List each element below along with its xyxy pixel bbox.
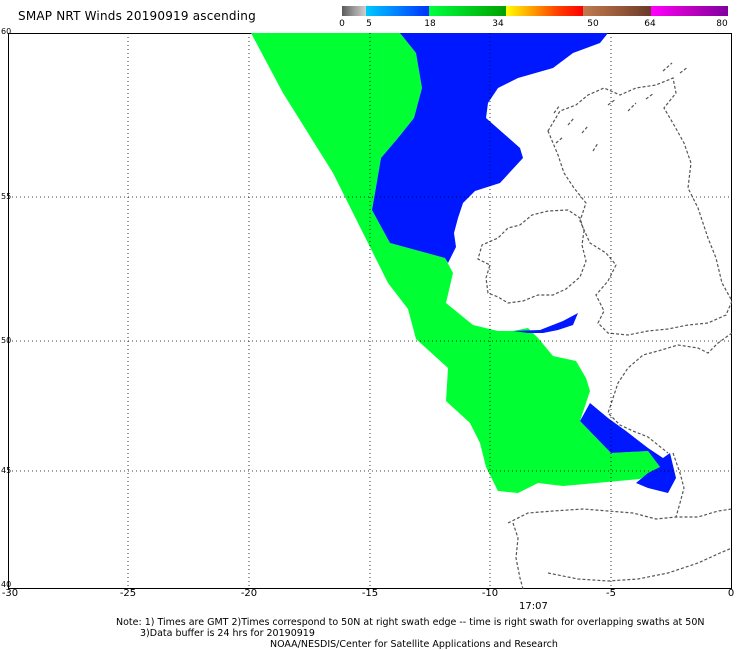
colorbar-segment-64-80	[650, 6, 728, 16]
lon-label-20: -20	[240, 588, 258, 599]
lon-label-5: -5	[606, 588, 616, 599]
coastline-france-west	[672, 452, 685, 518]
map-title: SMAP NRT Winds 20190919 ascending	[18, 9, 256, 23]
map-plot-area	[8, 33, 732, 589]
coastline-spain-west	[512, 522, 524, 589]
coastline-scottish-isles	[553, 62, 689, 152]
colorbar-segment-50-64	[583, 6, 651, 16]
colorbar-label-34: 34	[492, 19, 504, 29]
colorbar-labels: 0 5 18 34 50 64 80	[0, 19, 740, 33]
colorbar-segment-0-5	[342, 6, 367, 16]
colorbar-label-80: 80	[716, 19, 728, 29]
lon-label-25: -25	[119, 588, 137, 599]
wind-swath-blue-biscay	[580, 403, 676, 493]
lon-label-30: -30	[1, 588, 19, 599]
coastlines	[477, 62, 732, 589]
wind-swath-blue-main	[372, 33, 608, 263]
lat-label-50: 50	[1, 336, 12, 345]
map-svg	[8, 33, 732, 589]
wind-swath-blue-channel	[513, 313, 578, 333]
note-line-1: Note: 1) Times are GMT 2)Times correspon…	[116, 617, 705, 628]
lat-label-60: 60	[1, 27, 12, 36]
note-credit: NOAA/NESDIS/Center for Satellite Applica…	[270, 639, 558, 650]
colorbar-segment-5-18	[366, 6, 429, 16]
wind-swath-green	[251, 33, 660, 493]
colorbar-label-18: 18	[424, 19, 436, 29]
graticule	[8, 33, 732, 589]
colorbar-segment-34-50	[506, 6, 584, 16]
colorbar-label-64: 64	[644, 19, 656, 29]
colorbar-segment-18-34	[428, 6, 507, 16]
coastline-spain-south	[547, 547, 732, 582]
lon-label-0: 0	[727, 588, 735, 599]
swath-time-label: 17:07	[519, 601, 548, 612]
wind-speed-colorbar	[342, 6, 728, 16]
colorbar-label-5: 5	[366, 19, 372, 29]
coastline-france-north	[607, 332, 732, 454]
note-line-2: 3)Data buffer is 24 hrs for 20190919	[140, 628, 315, 639]
coastline-spain-north	[507, 508, 732, 524]
lat-label-55: 55	[1, 192, 12, 201]
lat-label-45: 45	[1, 466, 12, 475]
colorbar-label-50: 50	[587, 19, 599, 29]
lon-label-15: -15	[361, 588, 379, 599]
coastline-ireland	[477, 209, 587, 304]
coastline-great-britain	[547, 77, 732, 336]
lat-label-40: 40	[1, 580, 12, 589]
lon-label-10: -10	[481, 588, 499, 599]
colorbar-label-0: 0	[339, 19, 345, 29]
